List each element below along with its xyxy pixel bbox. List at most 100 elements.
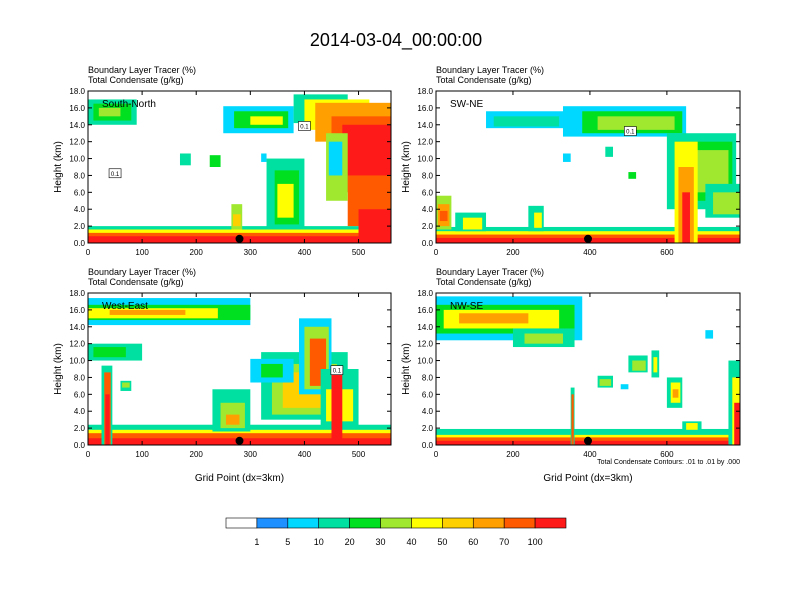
colorbar: 1 5 10 20 30 40 50 60 70 100	[225, 517, 567, 547]
colorbar-label: 40	[406, 537, 416, 547]
colorbar-swatch	[380, 517, 412, 529]
tracer-field	[88, 298, 391, 445]
y-tick-label: 8.0	[74, 171, 86, 180]
y-tick-label: 12.0	[69, 340, 85, 349]
y-tick-label: 14.0	[417, 323, 433, 332]
y-tick-label: 16.0	[69, 306, 85, 315]
panel-title: Boundary Layer Tracer (%)	[88, 267, 196, 277]
plot-frame	[87, 292, 392, 446]
y-tick-label: 4.0	[422, 205, 434, 214]
colorbar-swatch	[442, 517, 474, 529]
contour-label: 0.1	[333, 369, 342, 375]
panel-subtitle: Total Condensate (g/kg)	[436, 75, 532, 85]
section-label: South-North	[102, 99, 156, 110]
y-tick-label: 12.0	[69, 138, 85, 147]
location-marker	[235, 234, 244, 243]
tracer-cell	[493, 116, 560, 127]
y-tick-label: 14.0	[417, 121, 433, 130]
colorbar-swatch	[225, 517, 258, 529]
plot-frame	[435, 90, 741, 244]
y-axis-label: Height (km)	[401, 141, 412, 193]
location-marker	[235, 436, 244, 445]
y-tick-label: 18.0	[69, 87, 85, 96]
tracer-cell	[122, 382, 130, 388]
tracer-cell	[105, 394, 110, 445]
tracer-cell	[439, 210, 448, 222]
tracer-cell	[713, 192, 740, 215]
tracer-cell	[524, 333, 563, 344]
colorbar-label: 1	[254, 537, 259, 547]
y-tick-label: 10.0	[417, 357, 433, 366]
plot-frame	[87, 90, 392, 244]
x-tick-label: 400	[583, 248, 597, 257]
tracer-cell	[459, 313, 529, 324]
tracer-cell	[599, 379, 612, 386]
contour-label-box	[298, 121, 311, 131]
tracer-cell	[358, 209, 391, 239]
colorbar-swatch	[256, 517, 289, 529]
y-tick-label: 0.0	[74, 239, 86, 248]
tracer-cell	[233, 214, 241, 227]
y-tick-label: 6.0	[74, 188, 86, 197]
panel-south-north: Boundary Layer Tracer (%)Total Condensat…	[53, 65, 392, 257]
tracer-cell	[632, 360, 646, 371]
tracer-cell	[571, 394, 574, 445]
colorbar-label: 10	[314, 537, 324, 547]
tracer-cell	[682, 192, 690, 243]
colorbar-swatch	[534, 517, 567, 529]
x-tick-label: 100	[135, 450, 149, 459]
y-axis-label: Height (km)	[53, 343, 64, 395]
tracer-cell	[605, 146, 614, 157]
x-tick-label: 0	[434, 248, 439, 257]
section-label: West-East	[102, 301, 148, 312]
x-tick-label: 400	[298, 248, 312, 257]
x-tick-label: 0	[86, 248, 91, 257]
x-tick-label: 500	[352, 450, 366, 459]
x-tick-label: 600	[660, 248, 674, 257]
colorbar-swatch	[349, 517, 381, 529]
colorbar-swatch	[472, 517, 505, 529]
colorbar-swatch	[318, 517, 350, 529]
tracer-cell	[98, 107, 121, 117]
tracer-cell	[562, 153, 571, 162]
x-tick-label: 400	[583, 450, 597, 459]
y-tick-label: 18.0	[417, 87, 433, 96]
location-marker	[584, 234, 592, 243]
y-tick-label: 18.0	[417, 289, 433, 298]
x-tick-label: 0	[86, 450, 91, 459]
contour-label: 0.1	[300, 124, 309, 130]
tracer-cell	[628, 172, 637, 179]
y-tick-label: 14.0	[69, 121, 85, 130]
tracer-cell	[436, 226, 740, 232]
y-tick-label: 4.0	[74, 407, 86, 416]
contour-label-box	[624, 126, 637, 136]
tracer-cell	[109, 309, 186, 315]
colorbar-label: 20	[345, 537, 355, 547]
tracer-cell	[620, 384, 629, 390]
tracer-cell	[436, 229, 740, 235]
y-tick-label: 8.0	[422, 373, 434, 382]
y-tick-label: 6.0	[422, 390, 434, 399]
y-tick-label: 16.0	[417, 306, 433, 315]
plot-frame	[435, 292, 741, 446]
tracer-cell	[686, 423, 698, 430]
tracer-cell	[93, 347, 126, 358]
y-tick-label: 12.0	[417, 138, 433, 147]
y-tick-label: 8.0	[74, 373, 86, 382]
y-tick-label: 18.0	[69, 289, 85, 298]
y-tick-label: 2.0	[74, 424, 86, 433]
y-tick-label: 14.0	[69, 323, 85, 332]
colorbar-label: 100	[528, 537, 543, 547]
x-axis-label: Grid Point (dx=3km)	[195, 473, 284, 484]
y-tick-label: 10.0	[69, 357, 85, 366]
x-tick-label: 200	[190, 248, 204, 257]
panel-sw-ne: Boundary Layer Tracer (%)Total Condensat…	[401, 65, 741, 257]
tracer-cell	[88, 429, 391, 439]
tracer-cell	[331, 369, 343, 445]
tracer-cell	[209, 155, 221, 167]
y-tick-label: 0.0	[74, 441, 86, 450]
contour-label: 0.1	[111, 172, 120, 178]
tracer-field	[88, 94, 391, 243]
y-axis-label: Height (km)	[53, 141, 64, 193]
